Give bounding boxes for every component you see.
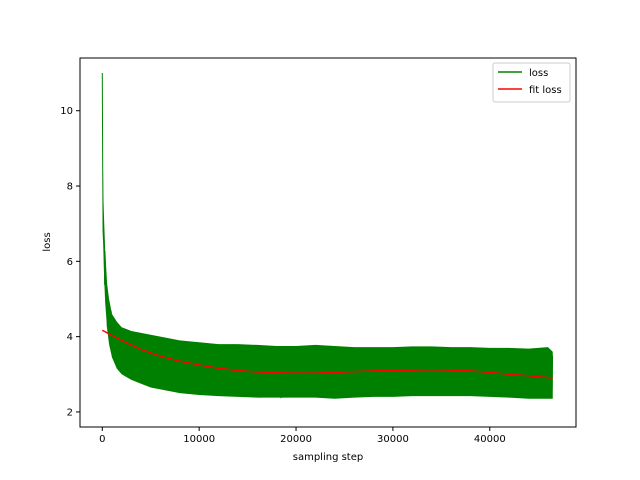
axes-frame <box>79 57 577 428</box>
y-tick-label: 10 <box>60 106 73 117</box>
fit-loss-line <box>101 329 553 379</box>
x-tick-label: 20000 <box>280 434 312 445</box>
legend-label-fit-loss: fit loss <box>529 85 562 96</box>
plot-area <box>101 73 554 399</box>
x-tick-label: 10000 <box>183 434 215 445</box>
x-axis-label: sampling step <box>293 452 363 463</box>
legend: loss fit loss <box>492 62 571 103</box>
y-tick-label: 4 <box>67 332 73 343</box>
x-tick-label: 30000 <box>377 434 409 445</box>
y-tick-label: 6 <box>67 257 73 268</box>
x-axis: 0 10000 20000 30000 40000 <box>99 427 506 445</box>
y-tick-label: 8 <box>67 182 73 193</box>
y-axis: 2 4 6 8 10 <box>60 106 80 418</box>
loss-line <box>101 73 554 399</box>
y-axis-label: loss <box>42 232 53 251</box>
legend-label-loss: loss <box>529 68 548 79</box>
y-tick-label: 2 <box>67 407 73 418</box>
x-tick-label: 40000 <box>474 434 506 445</box>
x-tick-label: 0 <box>99 434 105 445</box>
